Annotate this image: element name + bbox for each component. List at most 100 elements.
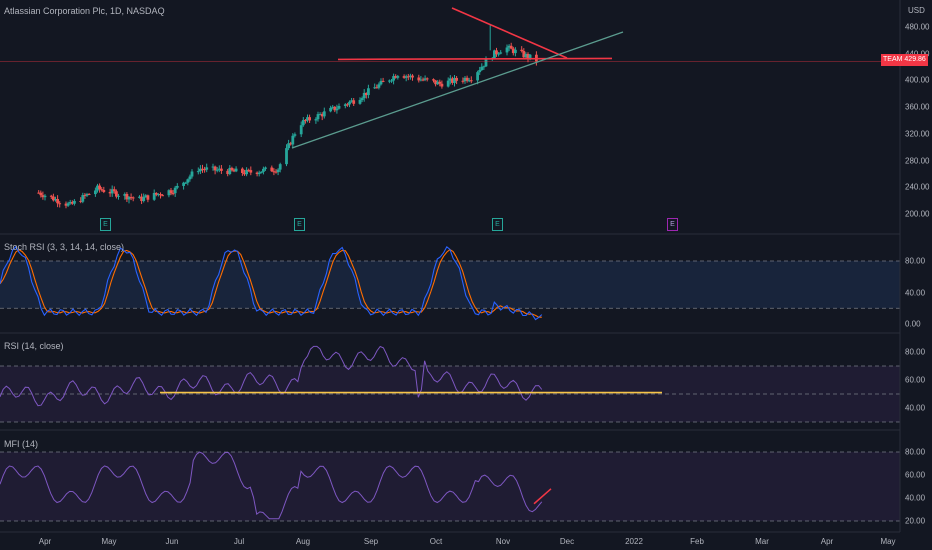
candle-body [379,80,383,85]
candle-body [455,77,458,81]
candle-body [169,190,173,194]
candle-body [140,196,143,202]
candle-body [230,167,234,171]
earnings-badge[interactable]: E [100,218,111,231]
candle-body [377,84,381,88]
candle-body [217,168,221,170]
candle-body [348,101,351,105]
candle-body [364,92,368,96]
price-axis-tick: 360.00 [905,102,930,112]
time-axis-tick: Mar [755,537,769,546]
mfi-label[interactable]: MFI (14) [4,439,39,449]
candle-body [343,104,347,106]
candle-body [526,53,530,59]
price-axis-tick: 440.00 [905,49,929,58]
candle-body [402,76,406,78]
candle-body [43,195,47,198]
candle-body [125,193,129,200]
mfi-axis-tick: 80.00 [905,447,926,457]
candle-body [96,185,99,191]
candle-body [85,194,89,196]
rsi-label[interactable]: RSI (14, close) [4,341,64,351]
candle-body [255,172,259,175]
candle-body [226,170,230,175]
candle-body [482,66,486,68]
candle-body [66,203,70,206]
candle-body [469,80,473,82]
candle-body [314,119,318,121]
candle-body [436,81,440,85]
stoch-d-line [0,248,542,318]
candle-body [438,81,442,84]
candle-body [362,92,366,99]
candle-body [245,169,248,175]
earnings-badge[interactable]: E [294,218,305,231]
mfi-divergence-line [533,488,552,505]
rsi-pane[interactable] [0,345,662,407]
candle-body [41,195,45,198]
candle-body [154,192,158,195]
candle-body [335,108,339,111]
candle-body [316,114,320,120]
time-axis-tick: Jun [165,537,179,546]
candle-body [37,192,41,194]
price-axis-tick: 480.00 [905,22,930,32]
price-pane[interactable] [0,7,900,209]
candle-body [117,195,120,197]
earnings-badge-upcoming[interactable]: E [667,218,678,231]
candle-body [98,185,101,190]
candle-body [484,59,488,67]
candle-body [346,104,349,106]
candle-body [110,189,114,194]
grid-layer [0,260,900,522]
candle-body [243,172,246,175]
candle-body [465,77,469,81]
candle-body [411,75,414,78]
candle-body [259,171,263,173]
candle-body [146,195,150,200]
time-axis-tick: Oct [429,537,443,546]
rsi-axis-tick: 40.00 [905,403,926,413]
candle-body [220,168,223,171]
candle-body [87,194,91,196]
candle-body [511,48,515,54]
candle-body [257,172,261,175]
candle-body [507,45,511,48]
stoch-rsi-label[interactable]: Stoch RSI (3, 3, 14, 14, close) [4,242,125,252]
candle-body [175,185,179,188]
stoch-rsi-pane[interactable] [0,245,543,321]
price-axis-tick: 400.00 [905,75,930,85]
candle-body [274,171,278,173]
candle-body [423,78,427,80]
candle-body [196,171,200,173]
stoch-band [0,261,900,309]
candle-body [215,169,219,171]
candle-body [264,167,267,169]
candle-body [68,202,72,204]
candle-body [56,198,59,204]
candle-body [522,51,526,58]
time-axis-tick: Jul [233,537,245,546]
candle-body [306,117,309,121]
candle-body [64,203,68,206]
candle-body [497,53,500,55]
candle-body [390,80,393,82]
candle-body [404,76,408,78]
candle-body [421,79,425,81]
stoch-k-line [0,245,543,321]
candle-body [190,171,194,177]
candle-body [373,87,377,89]
candle-body [270,167,274,172]
candle-body [100,189,104,191]
candle-body [318,114,322,116]
earnings-badge[interactable]: E [492,218,503,231]
candle-body [337,105,341,109]
candle-body [173,187,177,194]
candle-body [392,76,395,81]
candle-body [396,76,400,78]
candle-body [228,167,232,175]
candle-body [81,195,85,202]
candle-body [440,83,444,87]
mfi-pane[interactable] [0,451,552,520]
